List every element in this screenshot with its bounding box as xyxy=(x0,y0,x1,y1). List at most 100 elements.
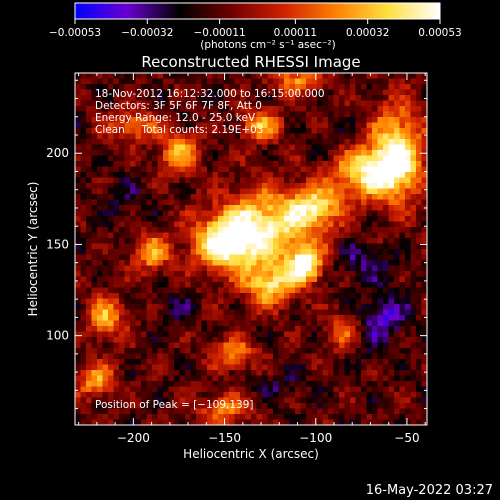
heatmap-cell xyxy=(157,232,164,239)
heatmap-cell xyxy=(344,100,351,107)
heatmap-cell xyxy=(278,298,285,305)
heatmap-cell xyxy=(377,408,384,415)
heatmap-cell xyxy=(135,309,142,316)
heatmap-cell xyxy=(174,188,180,195)
heatmap-cell xyxy=(394,392,400,398)
heatmap-cell xyxy=(223,419,230,426)
heatmap-cell xyxy=(212,249,219,255)
heatmap-cell xyxy=(146,122,153,129)
heatmap-cell xyxy=(366,238,373,244)
heatmap-cell xyxy=(388,381,395,387)
heatmap-cell xyxy=(212,414,219,420)
heatmap-cell xyxy=(119,249,125,255)
heatmap-cell xyxy=(141,320,147,327)
heatmap-cell xyxy=(223,155,230,162)
heatmap-cell xyxy=(399,392,406,398)
heatmap-cell xyxy=(234,392,241,398)
heatmap-cell xyxy=(300,342,307,349)
heatmap-cell xyxy=(284,331,290,338)
heatmap-cell xyxy=(350,375,356,382)
heatmap-cell xyxy=(410,320,417,327)
heatmap-cell xyxy=(223,320,230,327)
heatmap-cell xyxy=(251,78,257,85)
heatmap-cell xyxy=(416,408,422,415)
heatmap-cell xyxy=(284,100,290,107)
heatmap-cell xyxy=(157,320,164,327)
heatmap-cell xyxy=(229,326,235,332)
heatmap-cell xyxy=(234,155,241,162)
heatmap-cell xyxy=(163,348,169,354)
heatmap-cell xyxy=(267,249,274,255)
heatmap-cell xyxy=(251,188,257,195)
heatmap-cell xyxy=(196,117,202,123)
heatmap-cell xyxy=(113,139,120,145)
heatmap-cell xyxy=(421,348,428,354)
heatmap-cell xyxy=(256,150,263,156)
heatmap-cell xyxy=(201,73,208,79)
heatmap-cell xyxy=(322,139,329,145)
heatmap-cell xyxy=(102,260,109,266)
heatmap-cell xyxy=(179,331,186,338)
heatmap-cell xyxy=(383,293,389,299)
heatmap-cell xyxy=(278,309,285,316)
heatmap-cell xyxy=(152,359,158,365)
heatmap-cell xyxy=(168,227,175,233)
heatmap-cell xyxy=(141,249,147,255)
heatmap-cell xyxy=(295,133,301,140)
heatmap-cell xyxy=(372,243,378,250)
heatmap-cell xyxy=(383,194,389,200)
heatmap-cell xyxy=(130,166,136,173)
heatmap-cell xyxy=(157,95,164,101)
heatmap-cell xyxy=(366,150,373,156)
heatmap-cell xyxy=(278,144,285,151)
heatmap-cell xyxy=(273,293,279,299)
heatmap-cell xyxy=(278,364,285,371)
heatmap-cell xyxy=(196,260,202,266)
heatmap-cell xyxy=(86,106,92,112)
heatmap-cell xyxy=(410,249,417,255)
heatmap-cell xyxy=(306,221,312,228)
heatmap-cell xyxy=(333,249,340,255)
heatmap-cell xyxy=(273,139,279,145)
heatmap-cell xyxy=(75,315,81,321)
heatmap-cell xyxy=(361,166,367,173)
heatmap-cell xyxy=(124,210,131,217)
heatmap-cell xyxy=(196,254,202,261)
heatmap-cell xyxy=(135,122,142,129)
heatmap-cell xyxy=(223,276,230,283)
heatmap-cell xyxy=(399,166,406,173)
heatmap-cell xyxy=(377,359,384,365)
heatmap-cell xyxy=(240,183,246,189)
heatmap-cell xyxy=(339,414,345,420)
heatmap-cell xyxy=(284,117,290,123)
heatmap-cell xyxy=(284,375,290,382)
heatmap-cell xyxy=(223,89,230,96)
heatmap-cell xyxy=(311,210,318,217)
heatmap-cell xyxy=(141,381,147,387)
heatmap-cell xyxy=(152,161,158,167)
heatmap-cell xyxy=(410,309,417,316)
heatmap-cell xyxy=(278,238,285,244)
heatmap-cell xyxy=(157,128,164,134)
heatmap-cell xyxy=(355,89,362,96)
heatmap-cell xyxy=(311,397,318,404)
heatmap-cell xyxy=(399,210,406,217)
heatmap-cell xyxy=(86,78,92,85)
heatmap-cell xyxy=(146,73,153,79)
heatmap-cell xyxy=(328,106,334,112)
heatmap-cell xyxy=(383,73,389,79)
heatmap-cell xyxy=(152,287,158,294)
heatmap-cell xyxy=(383,315,389,321)
heatmap-cell xyxy=(317,337,323,343)
heatmap-cell xyxy=(196,89,202,96)
heatmap-cell xyxy=(410,337,417,343)
heatmap-cell xyxy=(306,392,312,398)
heatmap-cell xyxy=(80,304,87,310)
heatmap-cell xyxy=(201,210,208,217)
heatmap-cell xyxy=(124,238,131,244)
heatmap-cell xyxy=(317,210,323,217)
heatmap-cell xyxy=(339,309,345,316)
heatmap-cell xyxy=(383,139,389,145)
heatmap-cell xyxy=(361,348,367,354)
heatmap-cell xyxy=(284,276,290,283)
